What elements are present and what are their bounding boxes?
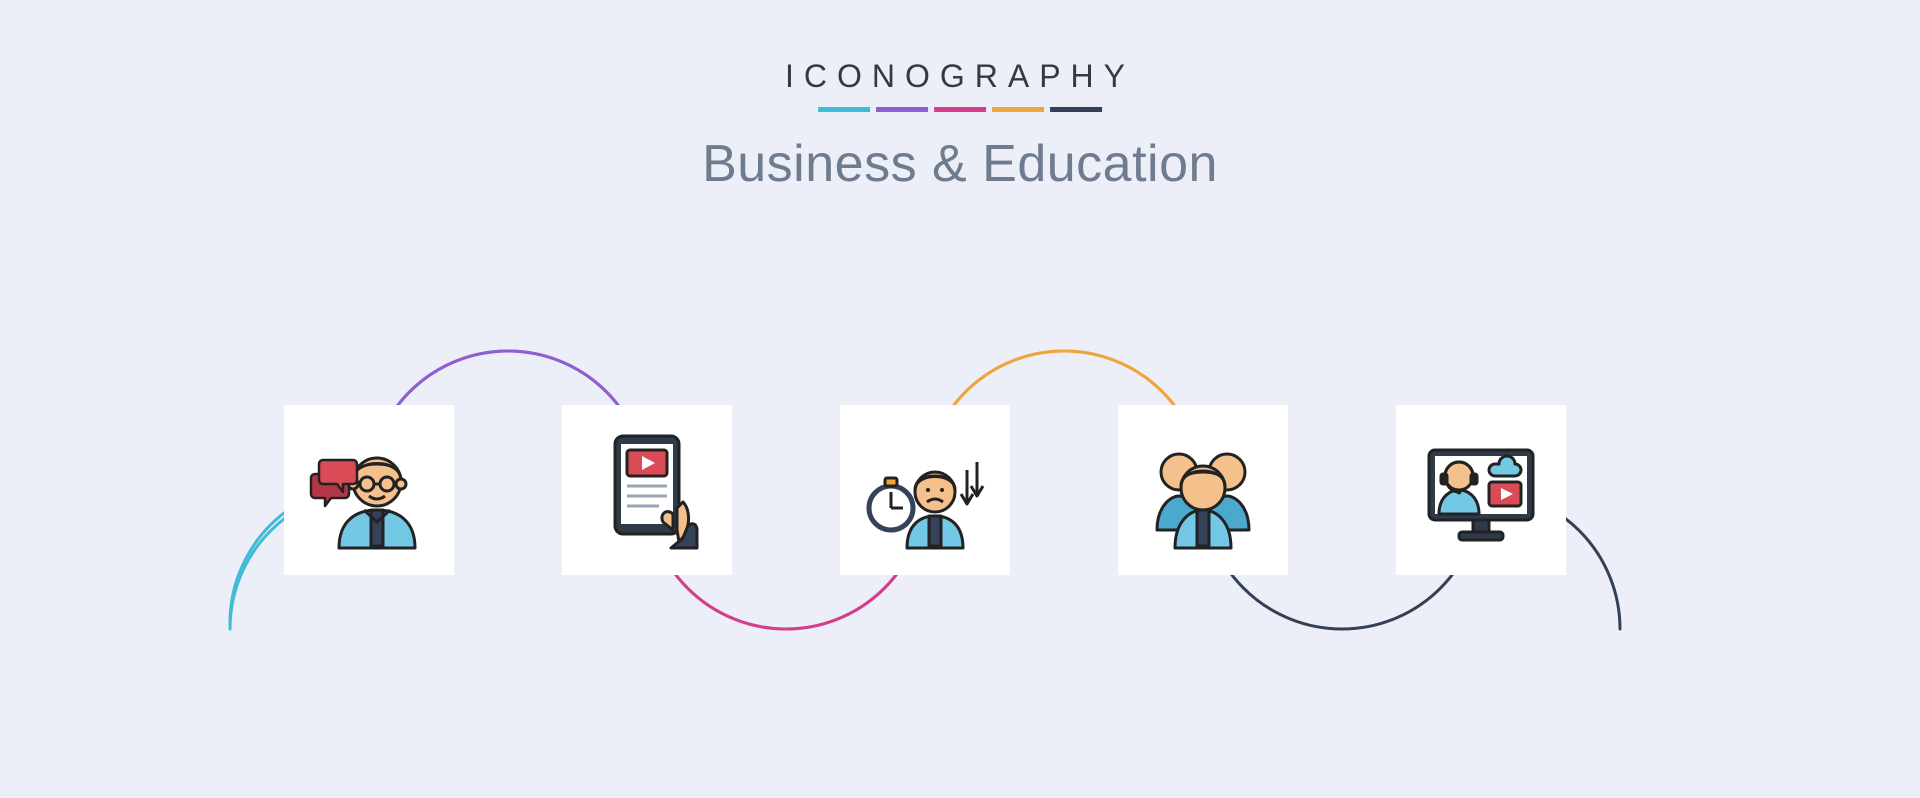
- online-training-monitor-icon: [1421, 430, 1541, 550]
- header: ICONOGRAPHY Business & Education: [702, 58, 1218, 194]
- icon-card-1: [284, 405, 454, 575]
- underline-seg-1: [818, 107, 870, 112]
- icon-card-2: [562, 405, 732, 575]
- underline-seg-4: [992, 107, 1044, 112]
- brand-wordmark: ICONOGRAPHY: [702, 58, 1218, 95]
- underline-seg-5: [1050, 107, 1102, 112]
- support-person-chat-icon: [309, 430, 429, 550]
- underline-seg-3: [934, 107, 986, 112]
- icon-card-4: [1118, 405, 1288, 575]
- collection-title: Business & Education: [702, 134, 1218, 194]
- icon-card-5: [1396, 405, 1566, 575]
- team-group-icon: [1143, 430, 1263, 550]
- brand-underline: [702, 107, 1218, 112]
- worker-deadline-down-icon: [865, 430, 985, 550]
- icon-card-3: [840, 405, 1010, 575]
- underline-seg-2: [876, 107, 928, 112]
- mobile-video-learning-icon: [587, 430, 707, 550]
